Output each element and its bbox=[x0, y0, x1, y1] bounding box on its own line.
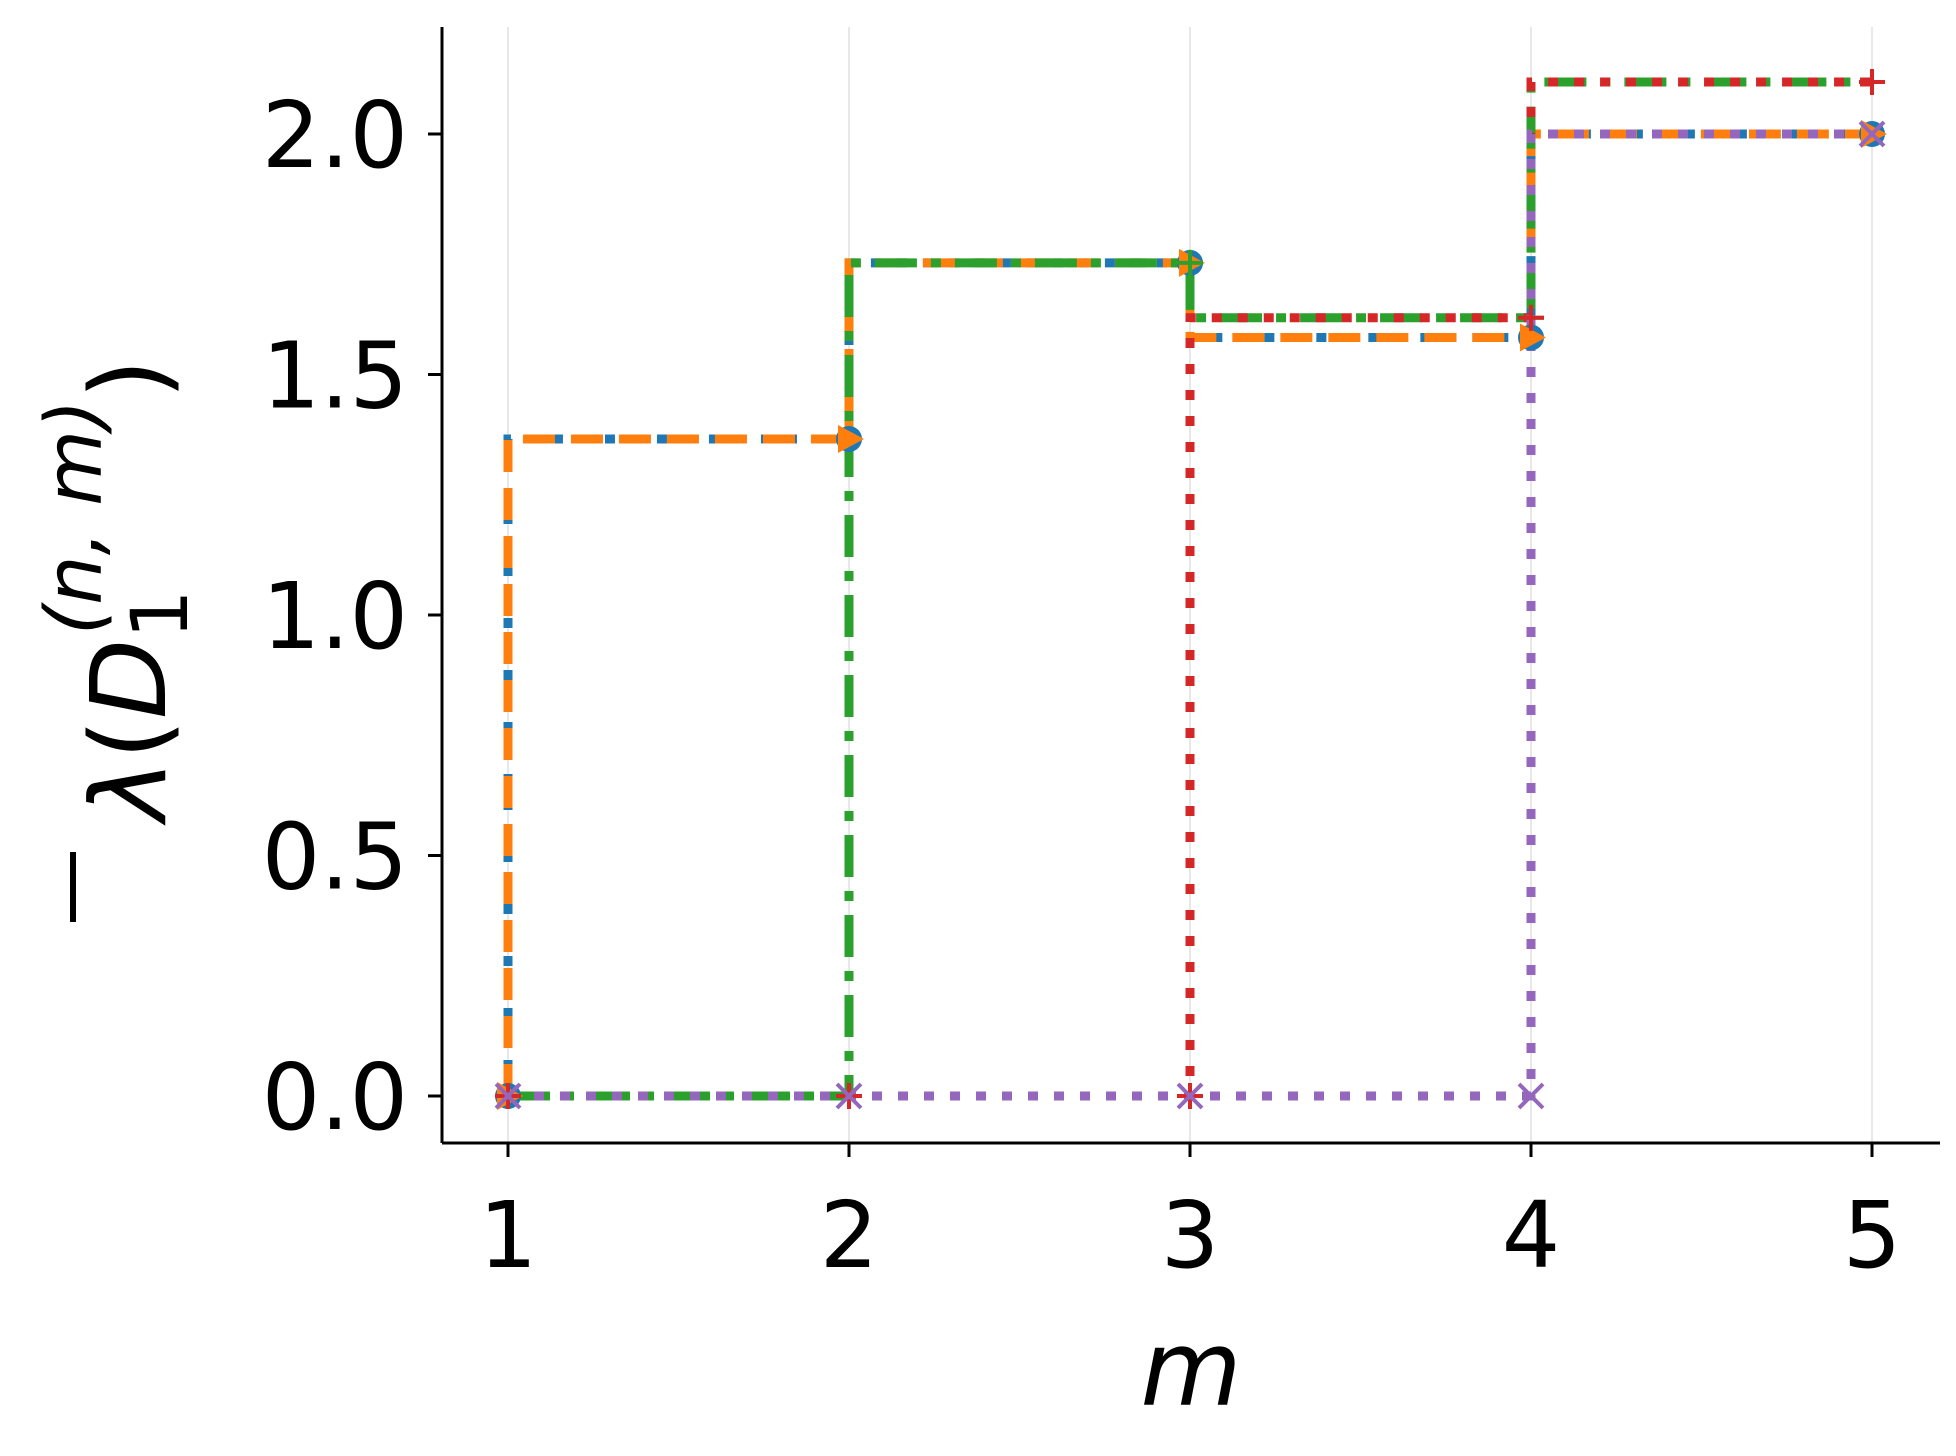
y-label-subscript: 1 bbox=[116, 589, 206, 639]
series-4-point-1 bbox=[835, 1082, 863, 1110]
x-axis-label: m bbox=[1140, 1308, 1241, 1430]
series-1-point-3 bbox=[1520, 323, 1546, 352]
grid-lines bbox=[507, 27, 1873, 1143]
y-label-lambda: λ bbox=[68, 760, 190, 827]
series-4-point-0 bbox=[494, 1082, 522, 1110]
series-1-point-1 bbox=[838, 424, 864, 453]
y-label-open-paren: ( bbox=[68, 719, 190, 760]
y-label-superscript: (n, m) bbox=[30, 399, 120, 635]
series-3-point-3 bbox=[1518, 304, 1544, 331]
x-tick-label-1: 2 bbox=[820, 1182, 879, 1289]
series-2-line bbox=[508, 77, 1872, 1101]
series-4-point-4 bbox=[1858, 120, 1886, 148]
y-label-close-paren: ) bbox=[68, 359, 190, 400]
y-tick-label-3: 1.5 bbox=[262, 323, 408, 430]
y-axis-label: λ(D1(n, m)) bbox=[30, 359, 206, 922]
x-tick-label-0: 1 bbox=[479, 1182, 538, 1289]
y-label-d: D bbox=[68, 639, 190, 719]
ticks: 1 2 3 4 5 0.0 0.5 1.0 1.5 2.0 bbox=[262, 82, 1902, 1289]
x-tick-label-4: 5 bbox=[1843, 1182, 1902, 1289]
y-tick-label-1: 0.5 bbox=[262, 804, 408, 911]
series-4-point-2 bbox=[1176, 1082, 1204, 1110]
series-4-point-3 bbox=[1517, 1082, 1545, 1110]
series-2-point-2 bbox=[1177, 249, 1203, 276]
y-tick-label-4: 2.0 bbox=[262, 82, 408, 189]
x-tick-label-3: 4 bbox=[1502, 1182, 1561, 1289]
plot-area bbox=[494, 69, 1887, 1110]
series-3-point-4 bbox=[1859, 69, 1885, 96]
y-tick-label-0: 0.0 bbox=[262, 1044, 408, 1151]
x-tick-label-2: 3 bbox=[1161, 1182, 1220, 1289]
y-tick-label-2: 1.0 bbox=[262, 563, 408, 670]
svg-text:λ(D1(n, m)): λ(D1(n, m)) bbox=[30, 359, 206, 826]
